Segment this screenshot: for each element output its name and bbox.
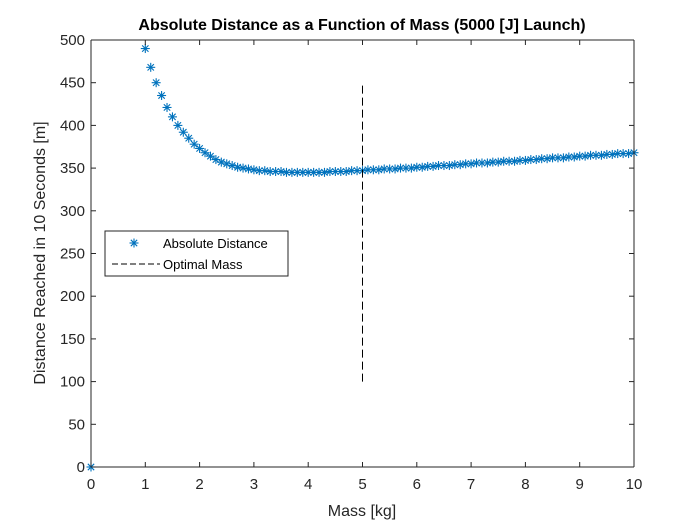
data-point [205,151,215,161]
y-tick-label: 250 [60,246,85,263]
chart-title: Absolute Distance as a Function of Mass … [138,17,585,34]
y-tick-label: 50 [68,416,85,433]
data-point [526,155,536,165]
data-point [444,161,454,171]
data-point [499,156,509,166]
data-point [184,133,194,143]
series-layer [86,44,639,472]
legend: Absolute Distance Optimal Mass [104,230,289,277]
legend-asterisk [129,238,139,248]
x-tick-label: 0 [87,476,95,493]
data-point [564,152,574,162]
x-tick-label: 9 [576,476,584,493]
y-tick-label: 450 [60,75,85,92]
x-tick-label: 7 [467,476,475,493]
data-point [167,112,177,122]
y-tick-label: 150 [60,331,85,348]
x-tick-label: 4 [304,476,312,493]
data-point [390,164,400,174]
data-point [488,157,498,167]
x-tick-label: 3 [250,476,258,493]
data-point [303,167,313,177]
x-tick-label: 1 [141,476,149,493]
data-point [173,120,183,130]
data-point [336,167,346,177]
data-point [200,148,210,158]
data-point [189,139,199,149]
data-point [178,127,188,137]
data-point [151,78,161,88]
data-point [363,165,373,175]
y-axis-title: Distance Reached in 10 Seconds [m] [32,121,49,384]
y-tick-label: 500 [60,32,85,49]
data-point [542,154,552,164]
x-tick-label: 2 [195,476,203,493]
data-point [146,62,156,72]
x-axis-title: Mass [kg] [328,503,396,520]
tick-layer: 0 1 2 3 4 5 6 7 8 9 100501001502002503003504004505… [60,32,642,493]
data-point [265,167,275,177]
data-point [368,165,378,175]
data-point [314,167,324,177]
x-tick-label: 10 [626,476,643,493]
legend-asterisk-marker [129,238,139,248]
y-tick-label: 0 [77,459,85,476]
legend-box [104,230,289,277]
legend-label-distance: Absolute Distance [163,236,268,251]
data-point [140,44,150,54]
x-tick-label: 5 [358,476,366,493]
x-tick-label: 8 [521,476,529,493]
data-point [341,167,351,177]
data-point [195,143,205,153]
y-tick-label: 100 [60,374,85,391]
data-point [260,166,270,176]
data-point [461,159,471,169]
y-tick-label: 350 [60,160,85,177]
legend-label-optimal: Optimal Mass [163,257,243,272]
data-point [162,102,172,112]
y-tick-label: 200 [60,288,85,305]
data-point [515,155,525,165]
y-tick-label: 400 [60,117,85,134]
x-tick-label: 6 [413,476,421,493]
data-point [157,91,167,101]
y-tick-label: 300 [60,203,85,220]
